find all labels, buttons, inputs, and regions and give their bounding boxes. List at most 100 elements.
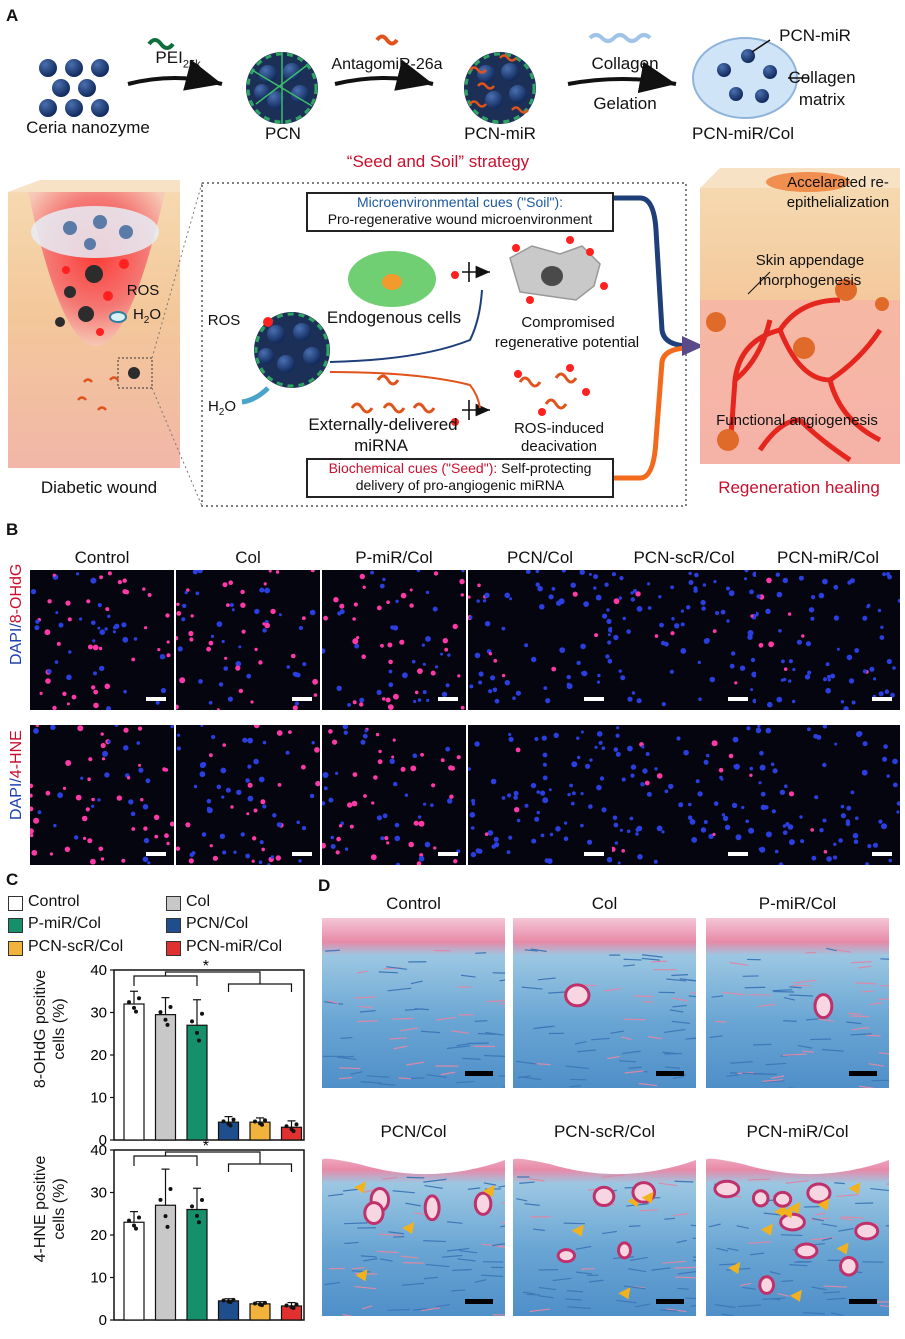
panel-b-title-3: PCN/Col xyxy=(506,548,574,567)
point-0 xyxy=(134,1009,138,1014)
micrograph-8ohdg-1 xyxy=(176,570,320,710)
point-1 xyxy=(163,1017,168,1022)
arrow-2 xyxy=(334,59,434,91)
callout-pcn-mir: PCN-miR xyxy=(779,26,851,45)
diabetic-wound-label: Diabetic wound xyxy=(40,478,158,497)
point-3 xyxy=(221,1119,226,1124)
histology-image-1 xyxy=(513,918,696,1088)
soil-arrow xyxy=(610,195,691,349)
reepi-label-2: epithelialization xyxy=(786,194,890,211)
external-label-1: Externally-delivered xyxy=(308,415,458,434)
legend-label-0: Control xyxy=(28,893,80,910)
y-tick-label: 40 xyxy=(90,1142,107,1159)
micrograph-8ohdg-5 xyxy=(756,570,900,710)
soil-text: Pro-regenerative wound microenvironment xyxy=(327,211,593,227)
row2-stain-label: DAPI/4-HNE xyxy=(8,730,25,820)
zoom-nanozyme-icon xyxy=(241,312,330,405)
ceria-label: Ceria nanozyme xyxy=(26,118,150,137)
ros-wound-label: ROS xyxy=(126,282,160,299)
point-4 xyxy=(253,1119,257,1124)
scale-bar xyxy=(584,697,604,701)
regeneration-label: Regeneration healing xyxy=(718,478,880,497)
chart-8ohdg: 0 10 20 30 40 * xyxy=(90,960,305,1149)
y-tick-label: 10 xyxy=(90,1090,107,1107)
point-3 xyxy=(221,1298,226,1303)
pei-icon xyxy=(147,38,175,50)
y-tick-label: 0 xyxy=(99,1312,107,1329)
ros-induced-1: ROS-induced xyxy=(513,420,605,437)
point-5 xyxy=(284,1124,289,1129)
legend-swatch-5 xyxy=(166,941,181,956)
panel-b-label: B xyxy=(6,520,19,539)
point-2 xyxy=(195,1213,199,1218)
micrograph-4hne-0 xyxy=(30,725,174,865)
point-2 xyxy=(197,1220,201,1225)
sig-bracket-right xyxy=(227,1163,293,1172)
point-0 xyxy=(137,1215,141,1220)
micrograph-4hne-5 xyxy=(756,725,900,865)
scale-bar xyxy=(656,1071,684,1076)
point-4 xyxy=(253,1301,257,1306)
point-1 xyxy=(168,1186,173,1191)
pcn-mir-icon xyxy=(464,52,536,124)
point-2 xyxy=(200,1197,204,1202)
pcn-mir-col-icon xyxy=(692,37,808,119)
legend-swatch-3 xyxy=(166,918,181,933)
sig-bracket-right xyxy=(227,983,293,992)
regeneration-illustration xyxy=(700,168,900,464)
scale-bar xyxy=(849,1299,877,1304)
y-tick-label: 0 xyxy=(99,1132,107,1149)
bar-0 xyxy=(123,1003,145,1141)
micrograph-8ohdg-4 xyxy=(612,570,756,710)
y-tick-label: 20 xyxy=(90,1047,107,1064)
panel-d-title-2: P-miR/Col xyxy=(758,894,837,913)
gelation-label: Gelation xyxy=(593,94,657,113)
external-label-2: miRNA xyxy=(354,436,408,455)
panel-d-title-3: PCN/Col xyxy=(380,1122,447,1141)
seed-arrow xyxy=(610,345,691,481)
legend-swatch-1 xyxy=(166,896,181,911)
y-tick-label: 40 xyxy=(90,962,107,979)
callout-matrix-2: matrix xyxy=(798,90,846,109)
point-2 xyxy=(195,1030,199,1035)
point-1 xyxy=(158,1010,163,1015)
histology-image-3 xyxy=(322,1146,505,1316)
compromised-label-1: Compromised xyxy=(521,314,615,331)
panel-b-title-0: Control xyxy=(74,548,130,567)
legend-swatch-4 xyxy=(8,941,23,956)
compromised-label-2: regenerative potential xyxy=(494,334,640,351)
scale-bar xyxy=(465,1071,493,1076)
sig-bracket-left xyxy=(133,975,198,986)
reepi-label-1: Accelarated re- xyxy=(787,174,889,191)
sig-bracket-span xyxy=(164,971,261,984)
scale-bar xyxy=(292,697,312,701)
point-0 xyxy=(132,1005,136,1010)
micrograph-4hne-4 xyxy=(612,725,756,865)
point-0 xyxy=(137,996,141,1001)
skin-label-1: Skin appendage xyxy=(755,252,865,269)
pcn-mir-col-label: PCN-miR/Col xyxy=(692,124,794,143)
sig-star: * xyxy=(203,1140,209,1155)
scale-bar xyxy=(146,852,166,856)
sig-bracket-span xyxy=(164,1151,261,1164)
legend-label-3: PCN/Col xyxy=(186,915,249,932)
callout-matrix-1: Collagen xyxy=(788,68,856,87)
pcn-mir-label: PCN-miR xyxy=(464,124,536,143)
point-1 xyxy=(168,1004,173,1009)
point-5 xyxy=(291,1306,296,1311)
pcn-icon xyxy=(246,52,318,124)
y-tick-label: 20 xyxy=(90,1227,107,1244)
pcn-label: PCN xyxy=(265,124,301,143)
y-tick-label: 30 xyxy=(90,1005,107,1022)
point-1 xyxy=(163,1214,168,1219)
ceria-nanozyme-icon xyxy=(39,59,109,117)
micrograph-8ohdg-2 xyxy=(322,570,466,710)
point-0 xyxy=(127,1000,131,1005)
legend-label-1: Col xyxy=(186,893,211,910)
ros-left-label: ROS xyxy=(207,312,241,329)
collagen-icon xyxy=(588,33,652,43)
point-5 xyxy=(291,1129,296,1134)
deactivated-mirna-icon xyxy=(518,372,578,410)
strategy-title: “Seed and Soil” strategy xyxy=(346,152,530,171)
mirna-icon xyxy=(350,374,436,414)
